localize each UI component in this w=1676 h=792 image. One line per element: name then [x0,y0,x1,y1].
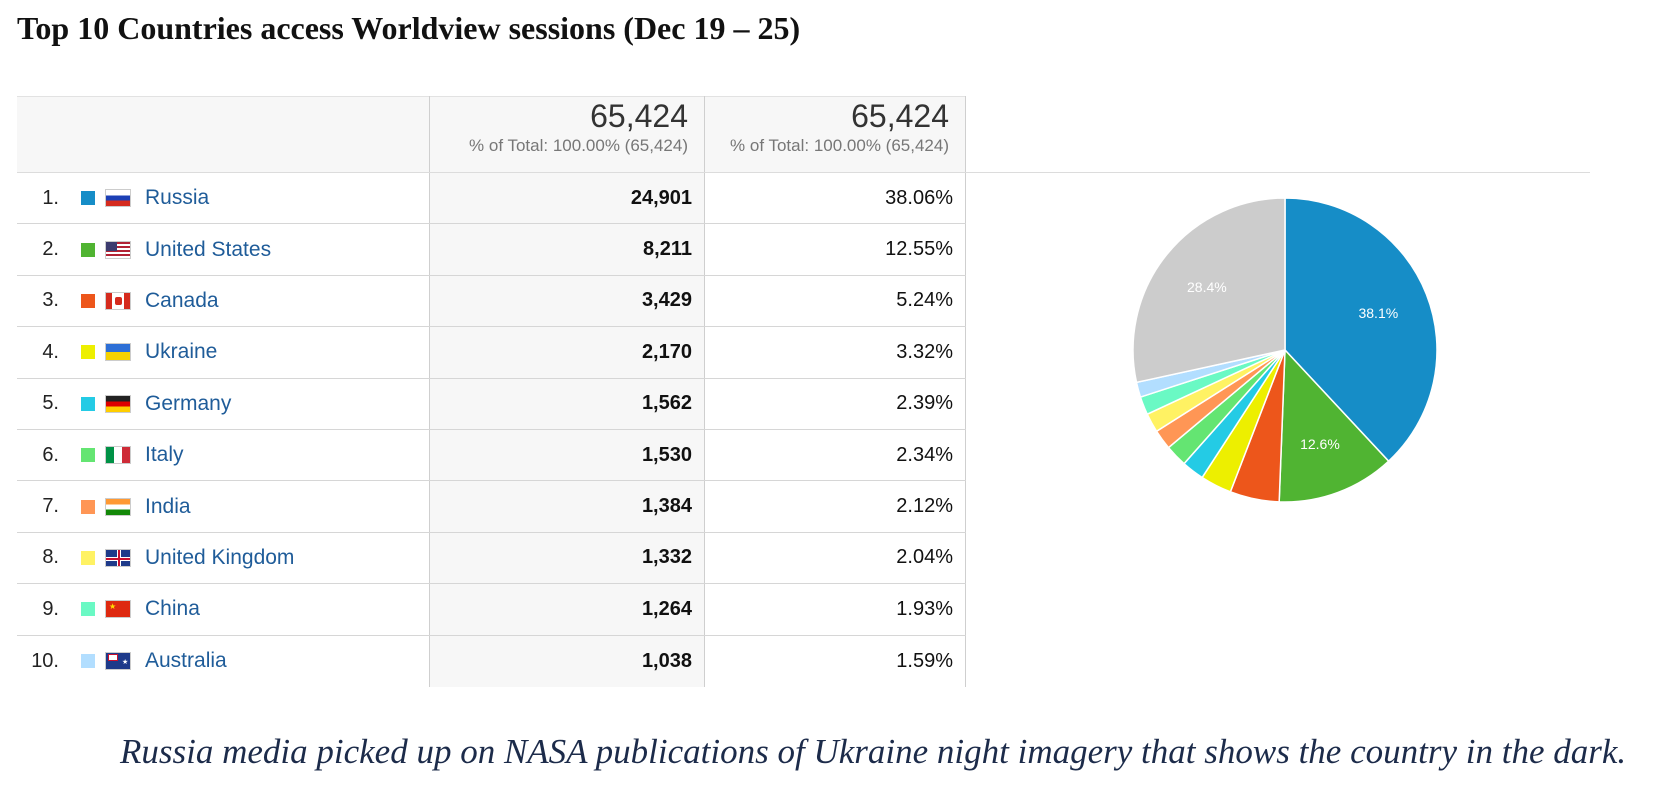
country-cell: 6. Italy [17,430,429,480]
percent-value: 3.32% [704,327,966,378]
flag-italy-icon [105,446,131,465]
report-table: 65,424 % of Total: 100.00% (65,424) 65,4… [17,96,1590,687]
percent-value: 2.34% [704,429,966,481]
country-cell: 9. ★ China [17,584,429,634]
pie-chart: 38.1% 12.6% 28.4% [1132,197,1438,503]
country-link[interactable]: Germany [145,391,232,415]
country-cell: 7. India [17,481,429,531]
country-link[interactable]: United States [145,237,272,261]
rank-label: 5. [42,392,59,415]
sessions-value: 1,264 [429,584,704,635]
table-row: 3. Canada 3,429 5.24% [17,275,966,328]
country-link[interactable]: Ukraine [145,340,218,364]
country-cell: 1. Russia [17,173,429,223]
sessions-total-header: 65,424 % of Total: 100.00% (65,424) [429,96,704,172]
country-link[interactable]: Italy [145,443,184,467]
pie-slice-label: 38.1% [1358,305,1398,321]
table-row: 1. Russia 24,901 38.06% [17,173,966,225]
table-row: 2. United States 8,211 12.55% [17,224,966,276]
sessions-value: 8,211 [429,224,704,275]
country-cell: 8. United Kingdom [17,533,429,583]
country-link[interactable]: Australia [145,649,227,673]
flag-germany-icon [105,394,131,413]
sessions-value: 1,562 [429,378,704,429]
flag-united-states-icon [105,240,131,259]
sessions-total-subtext: % of Total: 100.00% (65,424) [469,136,688,155]
rank-label: 4. [42,340,59,363]
pie-slice-russia[interactable] [1284,197,1438,463]
country-cell: 2. United States [17,224,429,274]
rank-label: 10. [31,649,59,672]
color-swatch [81,396,95,411]
table-row: 5. Germany 1,562 2.39% [17,378,966,430]
pie-slice-united-states[interactable] [1278,348,1390,503]
table-row: 9. ★ China 1,264 1.93% [17,584,966,636]
flag-ukraine-icon [105,343,131,362]
sessions-value: 3,429 [429,275,704,327]
country-link[interactable]: Russia [145,186,210,210]
table-body: 1. Russia 24,901 38.06% 2. United States 8,211… [17,173,966,687]
color-swatch [81,499,95,514]
color-swatch [81,550,95,565]
flag-russia-icon [105,189,131,208]
country-cell: 3. Canada [17,276,429,326]
sessions-value: 1,038 [429,635,704,687]
flag-india-icon [105,497,131,516]
sessions-value: 1,530 [429,429,704,481]
flag-australia-icon: ★ [105,652,131,671]
rank-label: 7. [42,495,59,518]
sessions-value: 1,332 [429,532,704,584]
page-title: Top 10 Countries access Worldview sessio… [17,10,801,46]
header-background [17,96,966,172]
flag-canada-icon [105,291,131,310]
color-swatch [81,448,95,463]
sessions-value: 1,384 [429,481,704,532]
sessions-total-value: 65,424 [590,98,688,134]
table-row: 8. United Kingdom 1,332 2.04% [17,532,966,585]
percent-value: 1.93% [704,584,966,635]
table-header: 65,424 % of Total: 100.00% (65,424) 65,4… [17,96,1590,173]
country-link[interactable]: China [145,597,200,621]
caption: Russia media picked up on NASA publicati… [120,732,1627,771]
percent-value: 2.12% [704,481,966,532]
color-swatch [81,293,95,308]
pie-slice-label: 12.6% [1300,436,1340,452]
percent-value: 5.24% [704,275,966,327]
table-row: 7. India 1,384 2.12% [17,481,966,533]
flag-united-kingdom-icon [105,548,131,567]
country-link[interactable]: United Kingdom [145,545,295,569]
table-row: 4. Ukraine 2,170 3.32% [17,327,966,379]
pie-slice-label: 28.4% [1187,279,1227,295]
country-link[interactable]: Canada [145,288,219,312]
contribution-total-header: 65,424 % of Total: 100.00% (65,424) [704,96,966,172]
rank-label: 6. [42,443,59,466]
color-swatch [81,602,95,617]
rank-label: 8. [42,546,59,569]
contribution-total-value: 65,424 [851,98,949,134]
rank-label: 9. [42,597,59,620]
contribution-total-subtext: % of Total: 100.00% (65,424) [730,136,949,155]
percent-value: 2.04% [704,532,966,584]
percent-value: 38.06% [704,173,966,224]
percent-value: 1.59% [704,635,966,687]
rank-label: 1. [42,186,59,209]
color-swatch [81,242,95,257]
rank-label: 2. [42,238,59,261]
color-swatch [81,654,95,669]
pie-slice-other[interactable] [1132,197,1286,384]
country-cell: 5. Germany [17,379,429,429]
country-link[interactable]: India [145,494,191,518]
color-swatch [81,345,95,360]
percent-value: 12.55% [704,224,966,275]
color-swatch [81,191,95,206]
country-cell: 4. Ukraine [17,327,429,377]
table-row: 10. ★ Australia 1,038 1.59% [17,635,966,687]
rank-label: 3. [42,289,59,312]
sessions-value: 24,901 [429,173,704,224]
country-cell: 10. ★ Australia [17,636,429,687]
sessions-value: 2,170 [429,327,704,378]
table-row: 6. Italy 1,530 2.34% [17,429,966,482]
percent-value: 2.39% [704,378,966,429]
flag-china-icon: ★ [105,600,131,619]
